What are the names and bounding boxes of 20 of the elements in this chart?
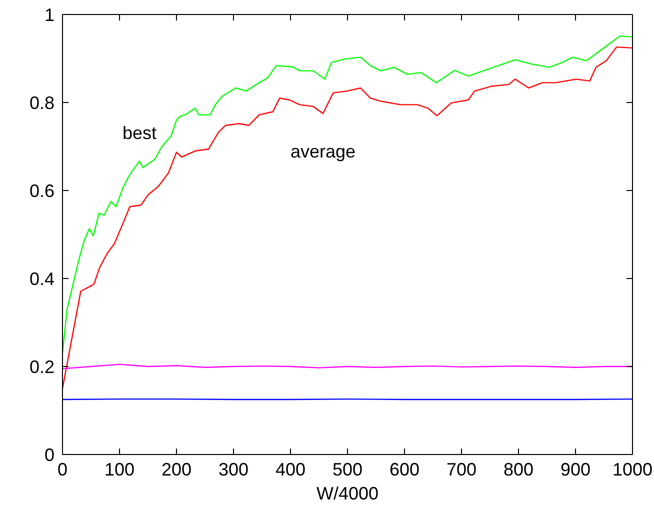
x-tick-label: 600 (389, 460, 420, 480)
series-label: average (290, 142, 356, 162)
x-tick-label: 400 (275, 460, 306, 480)
y-tick-label: 0.2 (29, 357, 55, 377)
x-tick-label: 1000 (612, 460, 653, 480)
y-tick-label: 0.4 (29, 269, 55, 289)
y-tick-label: 0 (44, 445, 55, 465)
x-tick-label: 500 (332, 460, 363, 480)
y-tick-label: 1 (44, 5, 55, 25)
y-tick-label: 0.8 (29, 93, 55, 113)
x-tick-label: 200 (161, 460, 192, 480)
series-label: best (122, 123, 156, 144)
y-tick-label: 0.6 (29, 181, 55, 201)
x-tick-label: 100 (104, 460, 135, 480)
x-tick-label: 300 (218, 460, 249, 480)
x-axis-title: W/4000 (316, 484, 379, 504)
x-tick-label: 700 (446, 460, 477, 480)
x-tick-label: 0 (57, 460, 68, 480)
x-tick-label: 900 (560, 460, 591, 480)
x-tick-label: 800 (503, 460, 534, 480)
